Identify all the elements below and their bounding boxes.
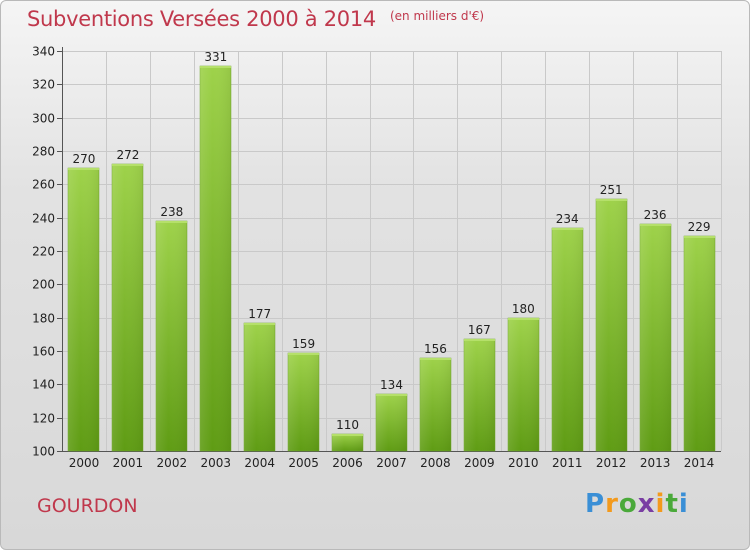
bar-top-highlight [288,353,319,355]
data-label-2011: 234 [556,212,579,226]
bar-top-highlight [156,221,187,223]
bar-top-highlight [420,358,451,360]
x-tick-label: 2002 [157,456,188,470]
chart-subtitle: (en milliers d'€) [389,9,485,23]
x-tick-label: 2007 [376,456,407,470]
data-label-2009: 167 [468,323,491,337]
bar-sheen [420,358,451,451]
x-tick-label: 2010 [508,456,539,470]
data-label-2001: 272 [116,148,139,162]
data-label-2002: 238 [160,205,183,219]
bar-top-highlight [464,339,495,341]
x-tick-label: 2008 [420,456,451,470]
bar-top-highlight [112,164,143,166]
bar-sheen [552,228,583,451]
bar-sheen [112,164,143,451]
bar-top-highlight [684,236,715,238]
data-label-2010: 180 [512,302,535,316]
labels: 100 120 140 160 180 200 220 240 260 280 300 320 340 2… [32,45,714,471]
bar-top-highlight [68,168,99,170]
bar-sheen [156,221,187,451]
data-label-2014: 229 [688,220,711,234]
x-tick-label: 2005 [288,456,319,470]
bar-sheen [376,394,407,451]
bars [67,65,716,452]
bar-sheen [464,339,495,451]
y-tick-label: 260 [32,178,55,192]
x-tick-label: 2013 [640,456,671,470]
y-tick-label: 240 [32,212,55,226]
y-tick-label: 320 [32,78,55,92]
data-label-2006: 110 [336,418,359,432]
x-tick-label: 2000 [69,456,100,470]
data-label-2007: 134 [380,378,403,392]
data-label-2013: 236 [644,208,667,222]
x-tick-label: 2004 [244,456,275,470]
y-tick-label: 180 [32,312,55,326]
bar-sheen [68,168,99,451]
data-label-2005: 159 [292,337,315,351]
x-tick-label: 2006 [332,456,363,470]
data-label-2000: 270 [73,152,96,166]
bar-top-highlight [332,434,363,436]
bar-top-highlight [200,66,231,68]
bar-sheen [508,318,539,451]
x-tick-label: 2001 [113,456,144,470]
y-tick-label: 340 [32,45,55,59]
bar-top-highlight [508,318,539,320]
bar-top-highlight [596,199,627,201]
y-tick-label: 280 [32,145,55,159]
bar-sheen [596,199,627,451]
proxiti-logo: Proxiti [585,489,689,519]
title-row: Subventions Versées 2000 à 2014 (en milli… [27,7,484,31]
axes [57,47,721,452]
data-label-2003: 331 [204,50,227,64]
bar-top-highlight [552,228,583,230]
y-tick-label: 160 [32,345,55,359]
chart-title: Subventions Versées 2000 à 2014 [27,7,376,31]
bar-sheen [684,236,715,451]
y-tick-label: 120 [32,412,55,426]
y-tick-label: 140 [32,378,55,392]
bar-sheen [200,66,231,451]
x-tick-label: 2011 [552,456,583,470]
bar-sheen [640,224,671,451]
y-tick-label: 100 [32,445,55,459]
y-tick-label: 300 [32,112,55,126]
y-tick-label: 220 [32,245,55,259]
bar-top-highlight [244,323,275,325]
x-tick-label: 2009 [464,456,495,470]
bar-top-highlight [640,224,671,226]
x-tick-label: 2012 [596,456,627,470]
data-label-2004: 177 [248,307,271,321]
x-tick-label: 2014 [684,456,715,470]
bar-sheen [288,353,319,451]
bar-sheen [332,434,363,451]
bar-sheen [244,323,275,451]
x-tick-label: 2003 [200,456,231,470]
y-tick-label: 200 [32,278,55,292]
data-label-2008: 156 [424,342,447,356]
commune-name: GOURDON [37,495,138,517]
data-label-2012: 251 [600,183,623,197]
bar-top-highlight [376,394,407,396]
